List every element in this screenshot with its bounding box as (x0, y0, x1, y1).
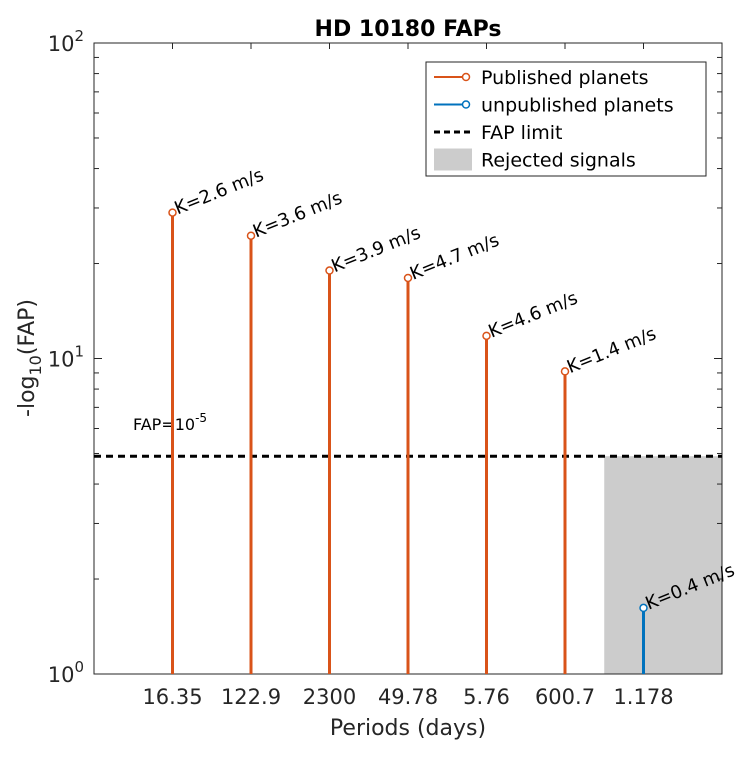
rejected-region (604, 456, 722, 674)
legend: Published planets unpublished planets FAP … (425, 61, 707, 177)
x-tick-label: 600.7 (535, 685, 595, 709)
y-tick-base: 10 (48, 32, 75, 56)
y-tick-exp: 1 (74, 343, 84, 361)
stem-marker (168, 208, 177, 217)
x-tick-label: 5.76 (463, 685, 510, 709)
point-label: K=3.6 m/s (250, 188, 345, 243)
legend-label: unpublished planets (481, 95, 674, 117)
x-axis-label: Periods (days) (330, 716, 486, 741)
y-axis-label-base: -log (15, 376, 40, 417)
chart-title: HD 10180 FAPs (315, 17, 502, 42)
stem-marker (325, 266, 334, 275)
y-tick-label: 100 (48, 658, 84, 687)
fap-annotation-exp: -5 (195, 411, 207, 425)
stem-marker (403, 273, 413, 283)
y-tick-base: 10 (48, 663, 75, 687)
y-tick-exp: 0 (74, 658, 84, 676)
x-tick-label: 2300 (303, 685, 356, 709)
stem-marker (639, 603, 648, 613)
x-tick-label: 16.35 (142, 685, 202, 709)
stem-marker (482, 331, 491, 341)
legend-label: Published planets (481, 67, 649, 89)
y-tick-base: 10 (48, 348, 75, 372)
x-tick-label: 1.178 (613, 685, 673, 709)
stem-marker (246, 231, 256, 240)
y-axis-label-sub: 10 (26, 355, 45, 375)
legend-swatch-patch (434, 148, 472, 171)
legend-swatch-marker (461, 100, 471, 109)
point-label: K=2.6 m/s (172, 164, 267, 219)
y-axis-label: -log10(FAP) (15, 299, 45, 417)
legend-label: Rejected signals (481, 150, 636, 172)
legend-label: FAP limit (481, 122, 562, 144)
stem-marker (560, 367, 570, 376)
y-axis-label-rest: (FAP) (15, 299, 40, 355)
legend-swatch-marker (461, 72, 471, 82)
fap-annotation-base: FAP=10 (133, 415, 195, 434)
point-label: K=1.4 m/s (564, 323, 659, 378)
x-tick-label: 49.78 (378, 685, 438, 709)
y-tick-label: 102 (48, 27, 84, 56)
fap-annotation: FAP=10-5 (133, 411, 207, 434)
y-tick-exp: 2 (74, 27, 84, 45)
point-label: K=4.6 m/s (486, 288, 581, 343)
legend-box (425, 61, 707, 177)
x-tick-label: 122.9 (221, 685, 281, 709)
y-tick-label: 101 (48, 343, 84, 372)
